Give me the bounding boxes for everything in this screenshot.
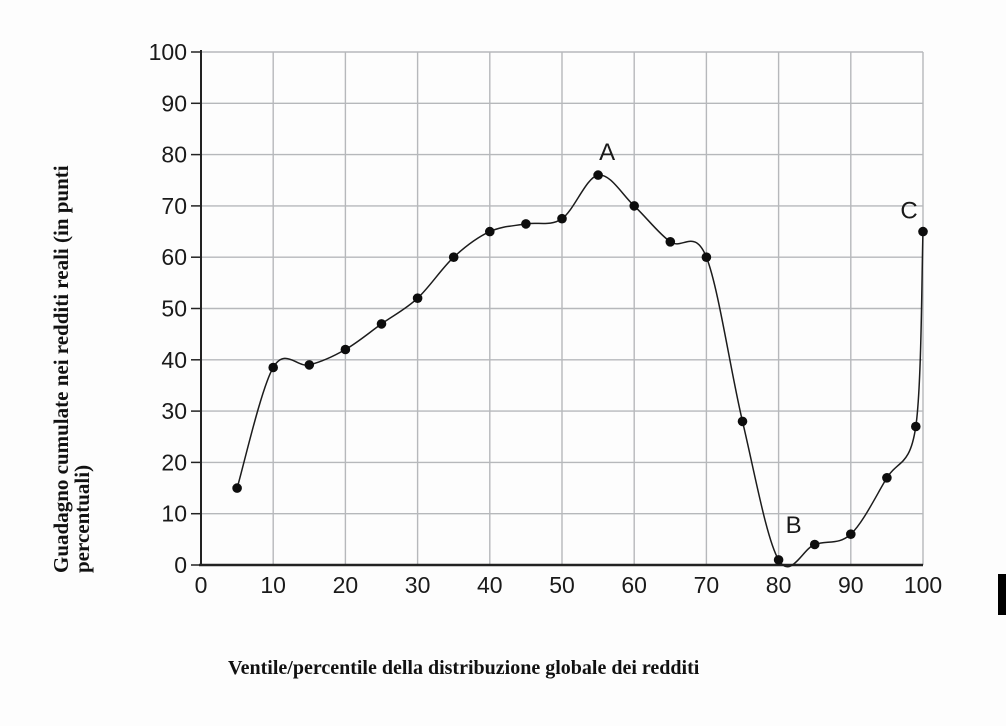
data-point — [629, 201, 639, 211]
data-point — [593, 170, 603, 180]
y-tick-label: 10 — [161, 501, 187, 527]
x-tick-label: 90 — [838, 572, 864, 598]
x-tick-label: 100 — [904, 572, 942, 598]
x-tick-label: 50 — [549, 572, 575, 598]
annotation-label-b: B — [786, 512, 802, 539]
data-point — [773, 555, 784, 565]
data-point — [521, 219, 531, 229]
y-tick-label: 70 — [161, 193, 187, 219]
data-point — [911, 421, 921, 432]
x-tick-label: 60 — [621, 572, 647, 598]
x-tick-label: 20 — [333, 572, 359, 598]
x-tick-label: 30 — [405, 572, 431, 598]
y-tick-label: 50 — [161, 296, 187, 322]
data-point — [557, 213, 567, 224]
data-point — [846, 529, 856, 539]
x-axis-title: Ventile/percentile della distribuzione g… — [228, 657, 700, 679]
data-point — [448, 252, 459, 262]
y-tick-label: 30 — [161, 398, 187, 424]
y-tick-label: 60 — [161, 244, 187, 270]
data-point — [304, 360, 315, 370]
x-tick-label: 40 — [477, 572, 503, 598]
data-point — [737, 416, 748, 427]
x-tick-label: 0 — [195, 572, 208, 598]
y-axis-title: Guadagno cumulate nei redditi reali (in … — [49, 143, 94, 573]
x-tick-label: 80 — [766, 572, 792, 598]
y-tick-label: 20 — [161, 449, 187, 475]
data-point — [665, 237, 676, 247]
data-point — [809, 539, 820, 550]
y-tick-label: 100 — [149, 39, 187, 65]
annotation-label-a: A — [599, 139, 615, 166]
data-point — [882, 473, 892, 483]
y-tick-label: 90 — [161, 90, 187, 116]
series-line — [236, 174, 924, 568]
data-point — [232, 483, 242, 493]
y-axis-title-line2: percentuali) — [70, 464, 94, 573]
data-point — [918, 226, 928, 237]
annotation-label-c: C — [900, 198, 917, 225]
y-tick-label: 80 — [161, 142, 187, 168]
scan-artifact-bar — [998, 574, 1006, 615]
data-point — [485, 226, 495, 237]
y-tick-label: 0 — [174, 552, 187, 578]
data-point — [376, 319, 387, 329]
y-tick-label: 40 — [161, 347, 187, 373]
y-axis-title-line1: Guadagno cumulate nei redditi reali (in … — [49, 165, 73, 573]
x-tick-label: 70 — [694, 572, 720, 598]
data-point — [268, 362, 279, 373]
data-point — [412, 293, 423, 304]
x-tick-label: 10 — [260, 572, 286, 598]
data-point — [340, 344, 351, 355]
data-point — [701, 252, 712, 262]
